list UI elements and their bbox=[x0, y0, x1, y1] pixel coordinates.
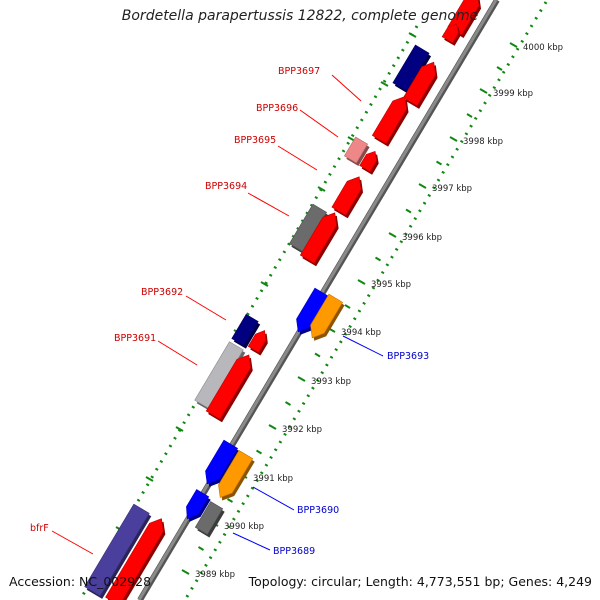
scale-tick-label: 3991 kbp bbox=[253, 474, 293, 484]
gene-features bbox=[84, 0, 481, 600]
feature-forward_cds-3 bbox=[402, 61, 436, 107]
gene-label-bpp3695: BPP3695 bbox=[234, 135, 276, 146]
leader-line bbox=[51, 530, 94, 555]
leader-line bbox=[252, 486, 295, 511]
scale-minor-tick bbox=[405, 208, 412, 214]
leader-line bbox=[247, 192, 290, 217]
label-leaders bbox=[51, 74, 384, 555]
feature-forward_cds-9 bbox=[299, 212, 337, 264]
outer-tick bbox=[380, 81, 389, 87]
gene-label-bpp3696: BPP3696 bbox=[256, 103, 298, 114]
gene-label-bfrf: bfrF bbox=[30, 523, 49, 534]
feature-forward_cds-1 bbox=[441, 23, 459, 44]
scale-minor-tick bbox=[466, 113, 473, 118]
scale-tick-label: 3998 kbp bbox=[463, 137, 503, 147]
scale-tick-label: 3992 kbp bbox=[282, 425, 322, 435]
feature-forward_cds-4 bbox=[371, 96, 407, 145]
scale-tick-label: 3990 kbp bbox=[224, 522, 264, 532]
inner-dotted-track bbox=[183, 1, 548, 600]
feature-forward_cds-13 bbox=[247, 330, 267, 353]
scale-tick-label: 3994 kbp bbox=[341, 328, 381, 338]
scale-tick-label: 3989 kbp bbox=[195, 570, 235, 580]
scale-tick-mark bbox=[449, 136, 458, 142]
leader-line bbox=[232, 532, 271, 551]
scale-tick-mark bbox=[181, 569, 190, 575]
scale-tick-mark bbox=[509, 42, 518, 48]
feature-blue-10 bbox=[296, 287, 330, 333]
scale-tick-label: 3999 kbp bbox=[493, 89, 533, 99]
scale-minor-tick bbox=[197, 546, 205, 551]
feature-orange-11 bbox=[310, 293, 344, 339]
outer-tick bbox=[317, 186, 326, 192]
scale-minor-tick bbox=[284, 401, 292, 406]
leader-line bbox=[277, 145, 318, 171]
scale-tick-label: 3997 kbp bbox=[432, 184, 472, 194]
leader-line bbox=[185, 295, 227, 321]
summary-text: Topology: circular; Length: 4,773,551 bp… bbox=[248, 574, 592, 589]
feature-gray-19 bbox=[194, 501, 224, 535]
scale-tick-label: 3993 kbp bbox=[311, 377, 351, 387]
outer-tick bbox=[408, 32, 417, 38]
gene-label-bpp3693: BPP3693 bbox=[387, 351, 429, 362]
feature-forward_cds-6 bbox=[359, 151, 378, 173]
gene-label-bpp3689: BPP3689 bbox=[273, 546, 315, 557]
scale-tick-label: 4000 kbp bbox=[523, 43, 563, 53]
feature-orange-17 bbox=[218, 449, 254, 498]
scale-minor-tick bbox=[314, 352, 321, 358]
feature-lavender-20 bbox=[84, 503, 150, 597]
scale-minor-tick bbox=[344, 304, 351, 309]
feature-forward_cds-7 bbox=[331, 176, 362, 216]
feature-blue-16 bbox=[205, 439, 239, 485]
feature-navy-2 bbox=[392, 44, 430, 92]
scale-tick-label: 3995 kbp bbox=[371, 280, 411, 290]
gene-label-bpp3694: BPP3694 bbox=[205, 181, 247, 192]
gene-label-bpp3690: BPP3690 bbox=[297, 505, 339, 516]
scale-tick-mark bbox=[268, 424, 277, 430]
map-title: Bordetella parapertussis 12822, complete… bbox=[121, 8, 479, 24]
scale-tick-mark bbox=[357, 279, 366, 285]
scale-minor-tick bbox=[496, 66, 503, 71]
scale-minor-tick bbox=[374, 256, 382, 262]
leader-line bbox=[299, 109, 339, 138]
feature-forward_cds-15 bbox=[205, 354, 252, 420]
feature-forward_cds-21 bbox=[105, 518, 164, 600]
scale-minor-tick bbox=[255, 449, 263, 455]
scale-tick-label: 3996 kbp bbox=[402, 233, 442, 243]
gene-label-bpp3697: BPP3697 bbox=[278, 66, 320, 77]
feature-navy-12 bbox=[231, 313, 259, 347]
scale-ticks: 4000 kbp 3999 kbp 3998 kbp 3997 kbp 3996 kbp… bbox=[115, 32, 563, 580]
outer-tick bbox=[145, 476, 154, 482]
scale-tick-mark bbox=[388, 232, 397, 238]
gene-label-bpp3691: BPP3691 bbox=[114, 333, 156, 344]
leader-line bbox=[342, 335, 384, 357]
feature-labels: BPP3697 BPP3696 BPP3695 BPP3694 BPP3692 BPP36… bbox=[30, 66, 429, 557]
feature-pink-5 bbox=[343, 136, 369, 164]
scale-tick-mark bbox=[297, 376, 306, 382]
gene-label-bpp3692: BPP3692 bbox=[141, 287, 183, 298]
accession-text: Accession: NC_002928 bbox=[9, 574, 152, 589]
scale-minor-tick bbox=[435, 160, 443, 166]
leader-line bbox=[331, 74, 362, 102]
feature-blue-18 bbox=[186, 489, 210, 520]
scale-tick-mark bbox=[418, 183, 427, 189]
scale-tick-mark bbox=[479, 88, 488, 94]
outer-tick bbox=[175, 426, 184, 432]
scale-minor-tick bbox=[226, 498, 234, 503]
leader-line bbox=[157, 340, 198, 366]
outer-tick bbox=[260, 281, 269, 287]
